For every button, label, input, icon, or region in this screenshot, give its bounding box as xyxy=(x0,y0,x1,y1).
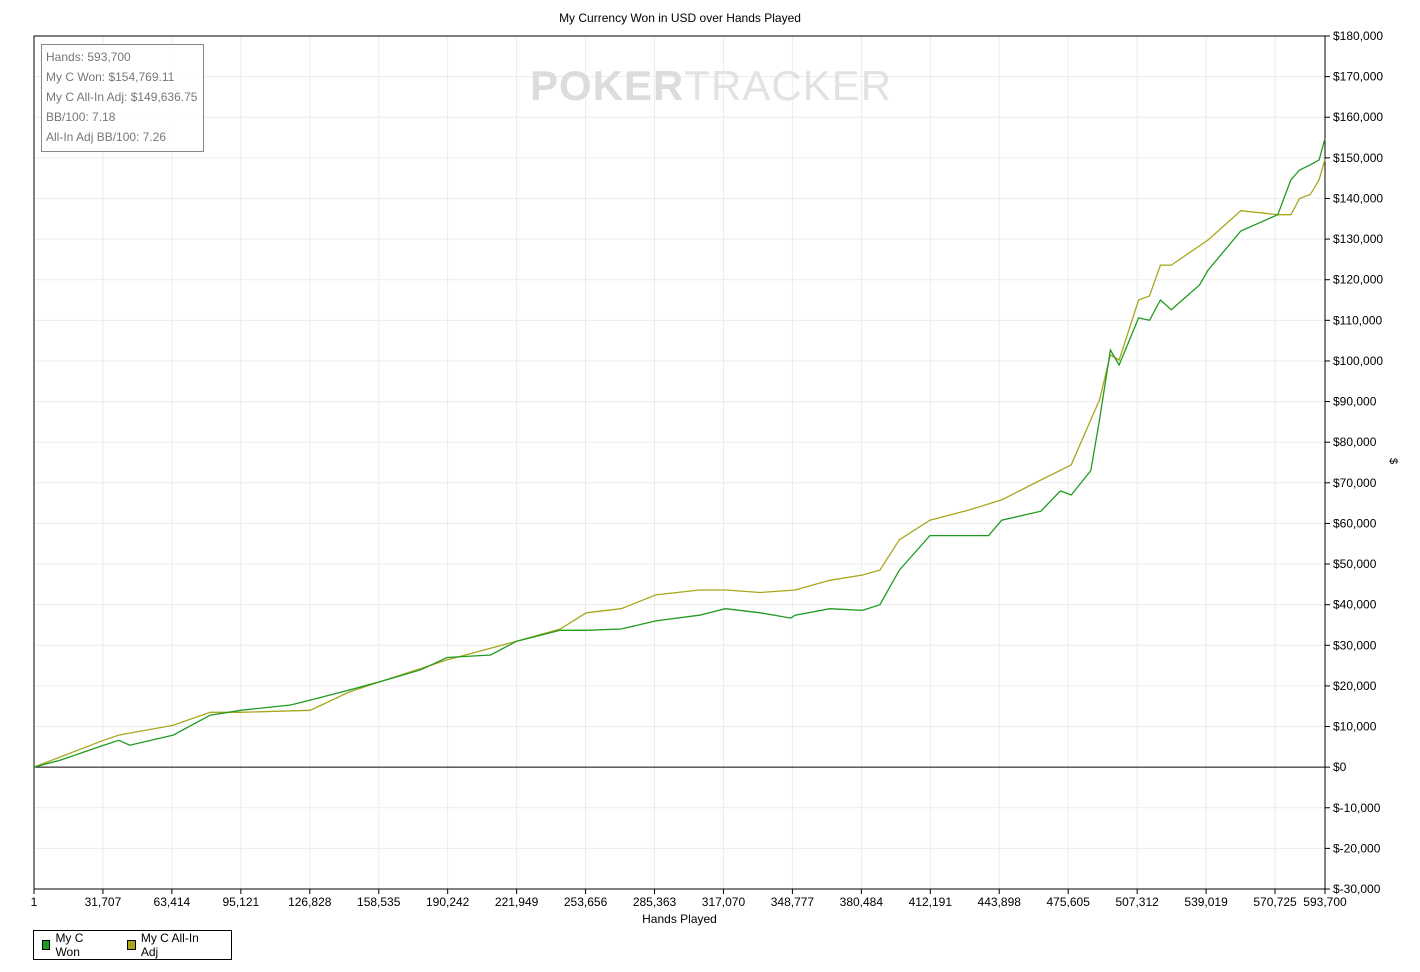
y-tick-label: $0 xyxy=(1333,760,1347,774)
x-tick-label: 317,070 xyxy=(702,895,746,909)
y-tick-label: $90,000 xyxy=(1333,395,1377,409)
watermark-bold-text: POKER xyxy=(530,62,685,109)
x-tick-label: 412,191 xyxy=(909,895,953,909)
plot-area xyxy=(34,36,1325,889)
x-tick-label: 443,898 xyxy=(978,895,1022,909)
x-tick-label: 507,312 xyxy=(1115,895,1159,909)
x-tick-label: 1 xyxy=(31,895,38,909)
stats-info-box: Hands: 593,700 My C Won: $154,769.11 My … xyxy=(41,44,204,152)
info-bb100: BB/100: 7.18 xyxy=(46,110,116,124)
x-tick-label: 158,535 xyxy=(357,895,401,909)
watermark-light-text: TRACKER xyxy=(684,62,893,109)
y-tick-label: $180,000 xyxy=(1333,29,1383,43)
x-tick-label: 253,656 xyxy=(564,895,608,909)
y-tick-label: $-20,000 xyxy=(1333,841,1381,855)
y-tick-label: $30,000 xyxy=(1333,638,1377,652)
y-tick-label: $130,000 xyxy=(1333,232,1383,246)
y-tick-label: $150,000 xyxy=(1333,151,1383,165)
info-won: My C Won: $154,769.11 xyxy=(46,70,175,84)
y-tick-label: $10,000 xyxy=(1333,720,1377,734)
legend-swatch xyxy=(127,940,136,950)
legend: My C Won My C All-In Adj xyxy=(33,930,232,960)
x-tick-label: 380,484 xyxy=(840,895,884,909)
chart-title: My Currency Won in USD over Hands Played xyxy=(559,11,801,25)
legend-item-won[interactable]: My C Won xyxy=(42,931,100,959)
y-tick-label: $50,000 xyxy=(1333,557,1377,571)
x-tick-label: 593,700 xyxy=(1303,895,1347,909)
x-tick-label: 63,414 xyxy=(154,895,191,909)
x-tick-label: 190,242 xyxy=(426,895,470,909)
y-tick-label: $40,000 xyxy=(1333,598,1377,612)
y-tick-label: $170,000 xyxy=(1333,70,1383,84)
y-tick-label: $160,000 xyxy=(1333,110,1383,124)
y-tick-label: $80,000 xyxy=(1333,435,1377,449)
legend-swatch xyxy=(42,940,51,950)
info-allin-bb100: All-In Adj BB/100: 7.26 xyxy=(46,130,167,144)
x-tick-label: 221,949 xyxy=(495,895,539,909)
y-tick-label: $120,000 xyxy=(1333,273,1383,287)
y-tick-label: $70,000 xyxy=(1333,476,1377,490)
x-tick-label: 539,019 xyxy=(1184,895,1228,909)
x-tick-label: 285,363 xyxy=(633,895,677,909)
series-line-won xyxy=(33,138,1326,768)
x-tick-label: 348,777 xyxy=(771,895,815,909)
series-line-allin-adj xyxy=(33,159,1326,768)
x-tick-label: 570,725 xyxy=(1253,895,1297,909)
x-tick-label: 95,121 xyxy=(222,895,259,909)
legend-label: My C Won xyxy=(55,931,84,959)
y-tick-label: $110,000 xyxy=(1333,313,1382,327)
plot-border xyxy=(33,35,1326,890)
y-tick-label: $60,000 xyxy=(1333,516,1377,530)
info-allin-adj: My C All-In Adj: $149,636.75 xyxy=(46,90,198,104)
pokertracker-watermark: POKERTRACKER xyxy=(530,62,892,110)
x-tick-label: 475,605 xyxy=(1047,895,1091,909)
y-axis-label: $ xyxy=(1387,457,1400,465)
y-tick-label: $-10,000 xyxy=(1333,801,1381,815)
legend-label: My C All-In Adj xyxy=(140,931,199,959)
x-axis-label: Hands Played xyxy=(642,912,717,926)
y-tick-label: $20,000 xyxy=(1333,679,1377,693)
y-tick-label: $140,000 xyxy=(1333,191,1383,205)
info-hands: Hands: 593,700 xyxy=(46,50,131,64)
y-tick-label: $-30,000 xyxy=(1333,882,1381,896)
x-tick-label: 126,828 xyxy=(288,895,332,909)
y-tick-label: $100,000 xyxy=(1333,354,1383,368)
legend-item-allin-adj[interactable]: My C All-In Adj xyxy=(127,931,204,959)
x-tick-label: 31,707 xyxy=(85,895,122,909)
